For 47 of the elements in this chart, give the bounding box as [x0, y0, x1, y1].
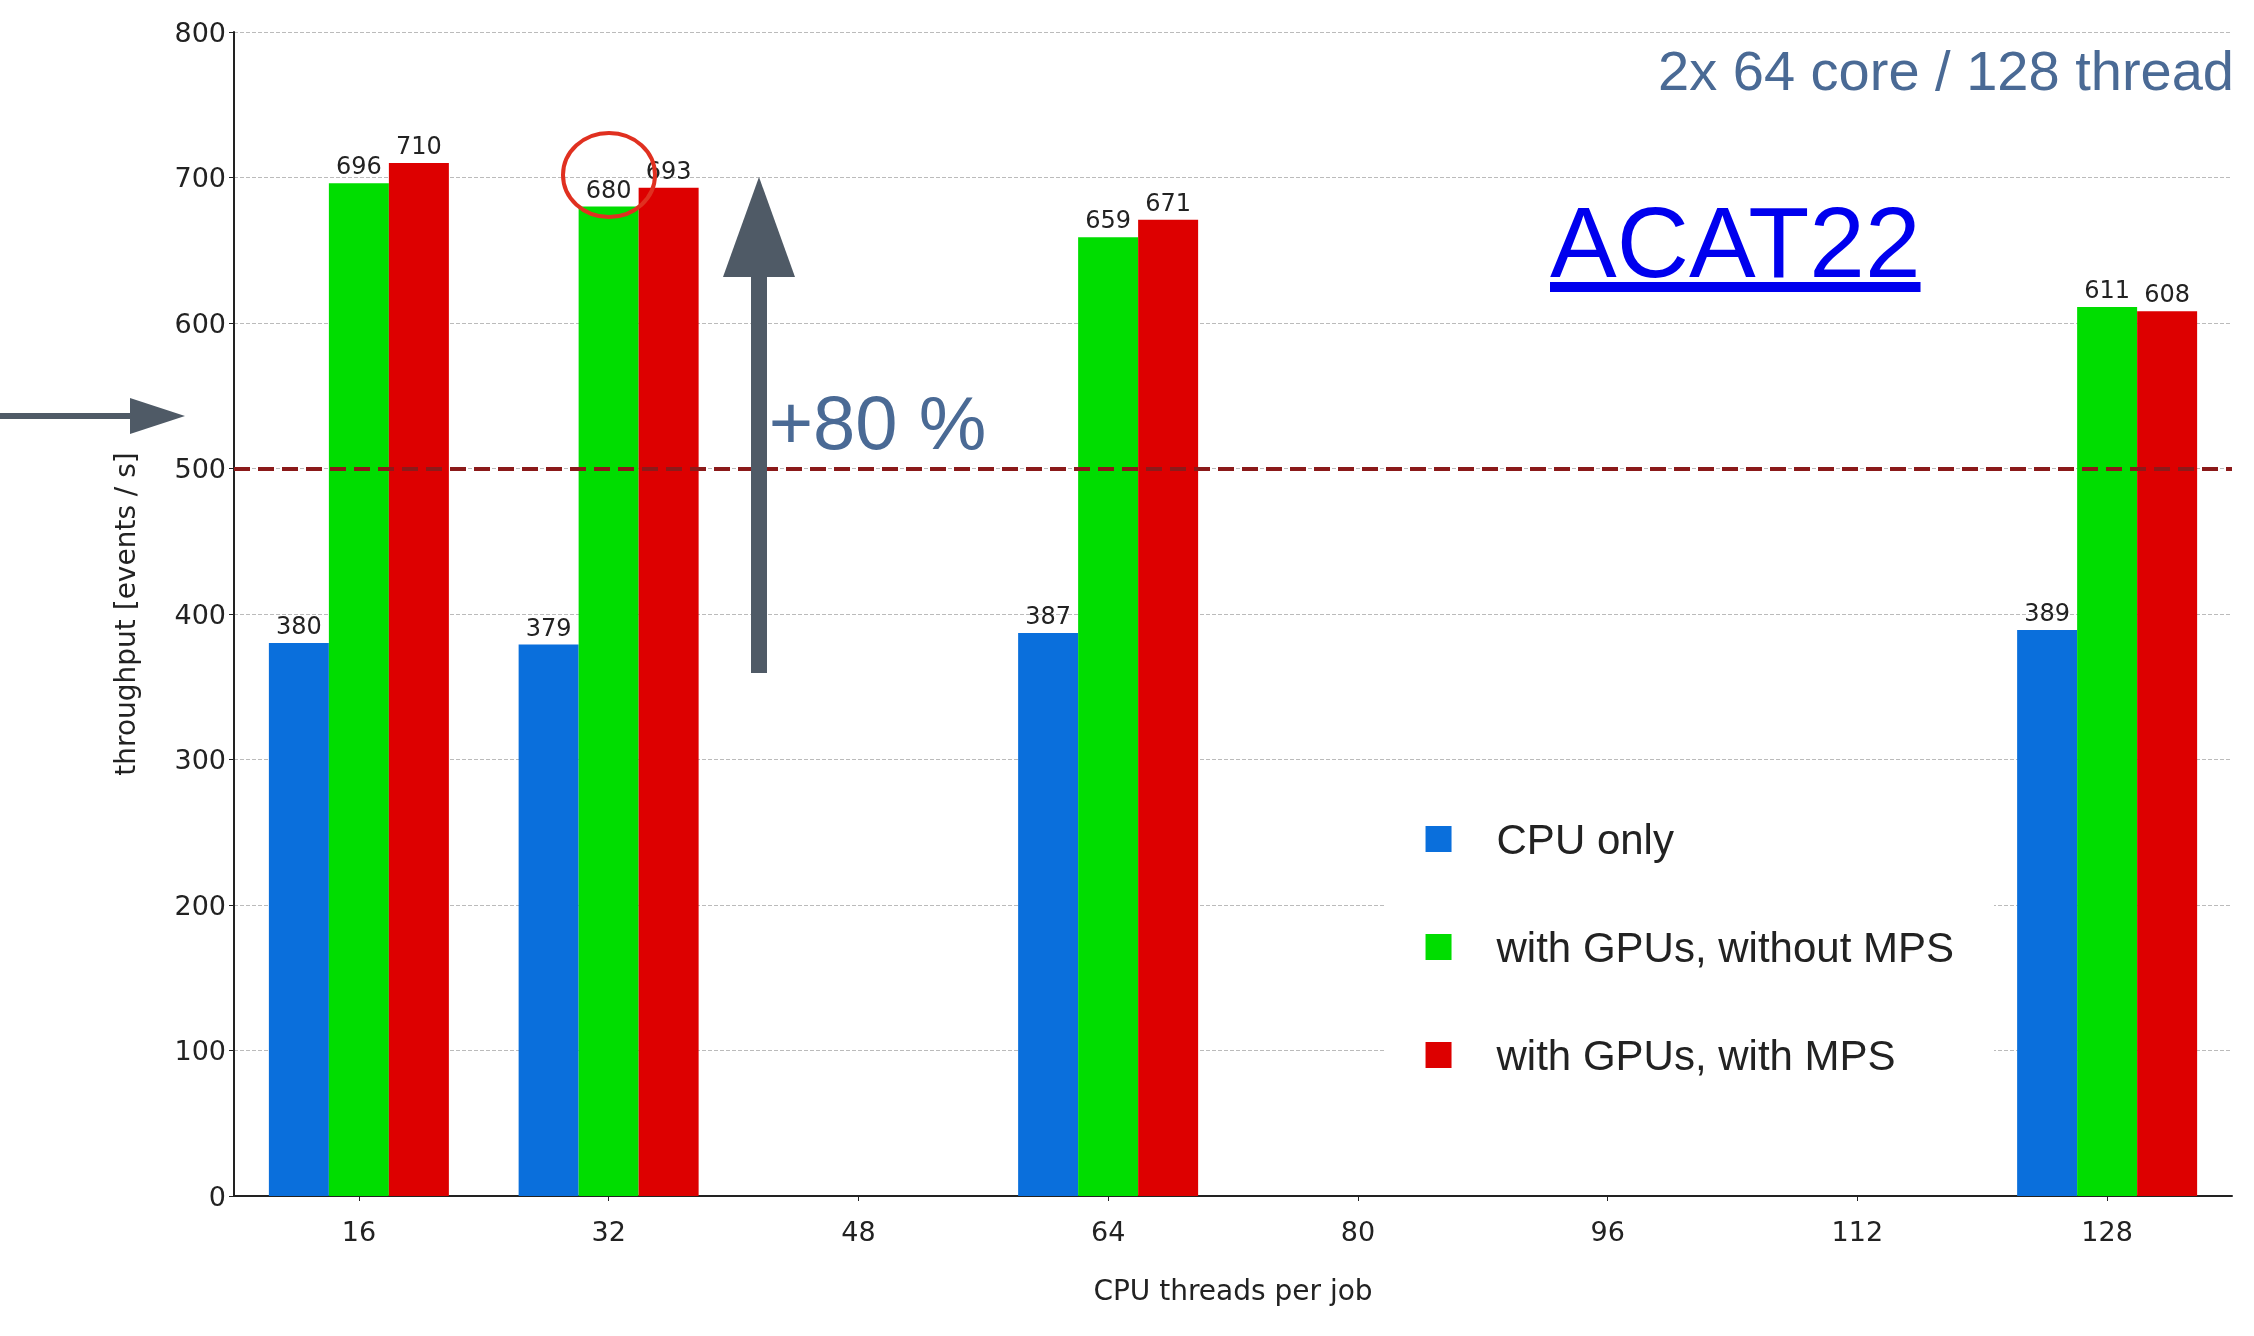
- legend-label: CPU only: [1496, 815, 1674, 863]
- data-label: 389: [2024, 599, 2071, 628]
- bar: [518, 644, 579, 1196]
- x-tick-label: 96: [1590, 1216, 1625, 1247]
- y-tick-label: 300: [174, 744, 226, 775]
- x-tick-label: 64: [1090, 1216, 1126, 1247]
- data-label: 659: [1085, 206, 1132, 235]
- data-label: 710: [395, 131, 442, 160]
- bar: [388, 162, 449, 1196]
- x-tick-label: 112: [1831, 1216, 1884, 1247]
- x-tick-label: 32: [591, 1216, 626, 1247]
- bar: [2137, 311, 2198, 1196]
- y-tick-label: 600: [174, 307, 226, 339]
- y-tick-label: 400: [174, 598, 226, 630]
- annotation: +80 %: [768, 378, 987, 466]
- bar: [268, 643, 329, 1196]
- annotation: 2x 64 core / 128 thread: [1658, 38, 2234, 103]
- y-tick-label: 200: [174, 889, 226, 921]
- bar: [1138, 219, 1199, 1196]
- x-tick-label: 48: [841, 1216, 876, 1247]
- x-axis-title: CPU threads per job: [1093, 1273, 1373, 1307]
- data-label: 680: [585, 175, 632, 204]
- x-tick-label: 128: [2081, 1216, 2133, 1247]
- bar: [1078, 237, 1139, 1196]
- legend-label: with GPUs, without MPS: [1495, 923, 1954, 971]
- bar: [328, 183, 389, 1196]
- data-label: 611: [2084, 275, 2131, 304]
- x-tick-label: 16: [341, 1216, 377, 1247]
- data-label: 608: [2144, 280, 2191, 309]
- y-tick-label: 700: [174, 162, 226, 193]
- y-tick-label: 800: [174, 16, 226, 48]
- bar: [1018, 632, 1079, 1196]
- bar: [638, 187, 699, 1196]
- data-label: 671: [1145, 188, 1192, 217]
- y-tick-label: 500: [174, 453, 226, 484]
- data-label: 379: [525, 613, 572, 642]
- bar: [2077, 307, 2138, 1196]
- bar: [2017, 630, 2078, 1196]
- annotation: ACAT22: [1550, 185, 1921, 300]
- data-label: 387: [1025, 601, 1072, 630]
- data-label: 696: [335, 152, 382, 181]
- y-tick-label: 100: [174, 1035, 226, 1066]
- x-tick-label: 80: [1340, 1216, 1376, 1247]
- y-axis-title: throughput [events / s]: [108, 452, 142, 776]
- y-tick-label: 0: [208, 1180, 226, 1212]
- legend-label: with GPUs, with MPS: [1495, 1031, 1896, 1079]
- data-label: 380: [275, 612, 322, 641]
